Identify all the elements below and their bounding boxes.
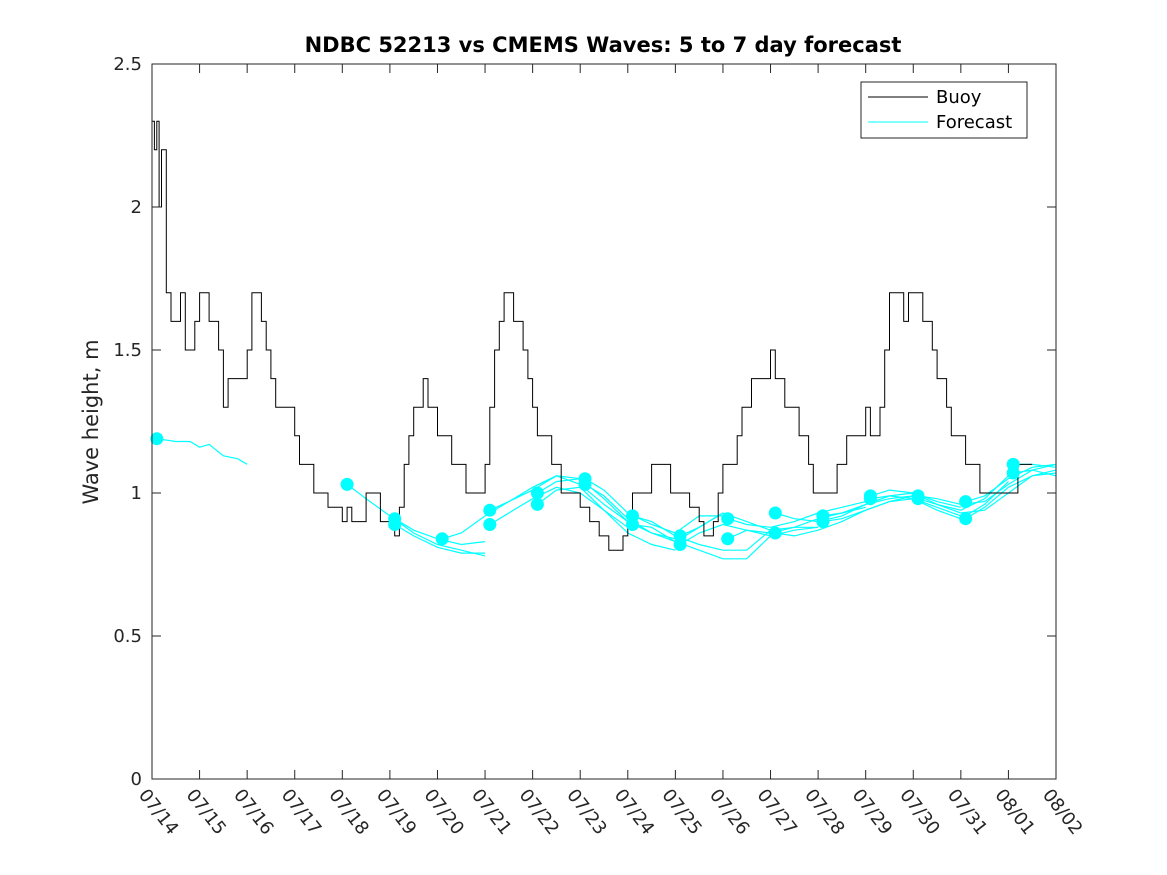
forecast-line — [727, 501, 866, 528]
legend: Buoy Forecast — [860, 81, 1028, 139]
forecast-line — [822, 498, 962, 523]
chart-title: NDBC 52213 vs CMEMS Waves: 5 to 7 day fo… — [305, 33, 902, 57]
legend-forecast-label: Forecast — [936, 112, 1012, 133]
legend-buoy-label: Buoy — [936, 87, 982, 108]
forecast-marker — [863, 492, 877, 506]
forecast-marker — [768, 506, 782, 520]
y-tick-label: 2 — [131, 197, 142, 218]
forecast-marker — [673, 538, 687, 551]
forecast-marker — [911, 492, 925, 506]
buoy-line — [152, 120, 1033, 551]
forecast-markers — [150, 432, 1020, 551]
forecast-line — [156, 438, 248, 465]
y-tick-label: 0.5 — [113, 626, 142, 647]
forecast-marker — [768, 526, 782, 540]
forecast-marker — [340, 477, 354, 491]
y-tick-label: 1.5 — [113, 340, 142, 361]
forecast-line — [965, 472, 1057, 520]
forecast-marker — [816, 515, 830, 529]
forecast-marker — [530, 497, 544, 511]
forecast-line — [870, 481, 1009, 520]
y-tick-label: 1 — [131, 483, 142, 504]
y-axis-label: Wave height, m — [79, 339, 103, 504]
forecast-series — [156, 438, 1057, 560]
forecast-marker — [721, 512, 735, 526]
buoy-series — [152, 120, 1033, 551]
axes-frame — [151, 63, 1057, 780]
forecast-marker — [483, 518, 497, 531]
forecast-marker — [483, 503, 497, 517]
forecast-line — [394, 523, 486, 554]
plot-area — [150, 63, 1057, 780]
forecast-marker — [1006, 466, 1020, 480]
forecast-marker — [578, 477, 592, 491]
forecast-line — [965, 463, 1057, 503]
y-tick-label: 2.5 — [113, 54, 142, 75]
forecast-line — [537, 486, 676, 551]
forecast-line — [632, 523, 771, 560]
forecast-marker — [435, 532, 449, 546]
forecast-marker — [959, 495, 973, 509]
forecast-line — [632, 515, 771, 551]
forecast-line — [489, 475, 629, 523]
forecast-marker — [721, 532, 735, 546]
forecast-marker — [959, 512, 973, 526]
y-axis: 0 0.5 1 1.5 2 2.5 — [113, 54, 1056, 790]
forecast-marker — [388, 518, 402, 531]
axes-background — [152, 64, 1056, 779]
legend-box — [860, 81, 1028, 139]
y-tick-label: 0 — [131, 769, 142, 790]
forecast-marker — [150, 432, 164, 446]
forecast-marker — [530, 486, 544, 500]
forecast-marker — [626, 518, 639, 531]
forecast-line — [775, 495, 914, 523]
